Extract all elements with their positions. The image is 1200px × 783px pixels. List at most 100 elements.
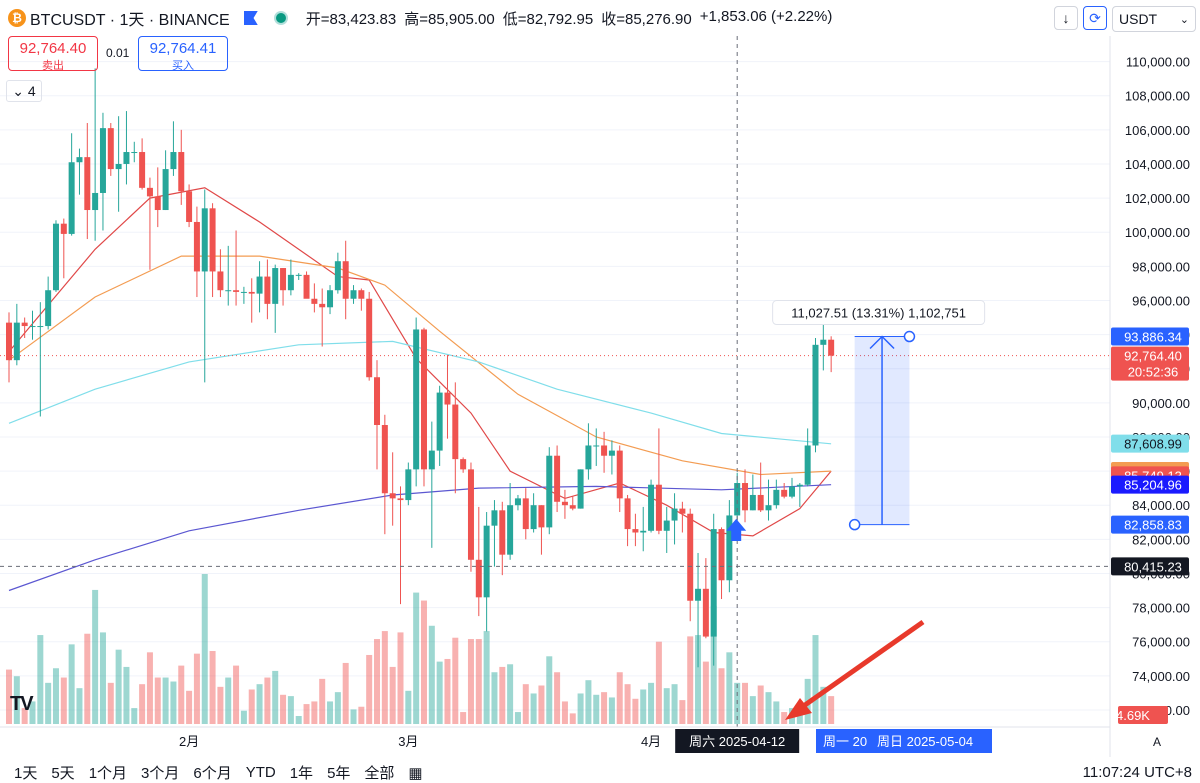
candle-body[interactable] bbox=[225, 290, 232, 292]
candle-body[interactable] bbox=[702, 588, 709, 637]
candle-body[interactable] bbox=[295, 274, 302, 276]
candle-body[interactable] bbox=[648, 484, 655, 531]
candle-body[interactable] bbox=[757, 494, 764, 511]
candle-body[interactable] bbox=[233, 290, 240, 292]
candle-body[interactable] bbox=[765, 505, 772, 511]
candle-body[interactable] bbox=[178, 152, 185, 192]
indicator-toggle[interactable]: ⌄ 4 bbox=[6, 80, 42, 102]
auto-button[interactable]: A bbox=[1152, 735, 1161, 749]
candle-body[interactable] bbox=[820, 339, 827, 345]
measure-handle[interactable] bbox=[848, 518, 861, 531]
candle-body[interactable] bbox=[828, 339, 835, 356]
candle-body[interactable] bbox=[84, 157, 91, 211]
candle-body[interactable] bbox=[374, 377, 381, 426]
candle-body[interactable] bbox=[632, 529, 639, 533]
candle-body[interactable] bbox=[640, 530, 647, 533]
candle-body[interactable] bbox=[389, 493, 396, 499]
candle-body[interactable] bbox=[671, 508, 678, 521]
candle-body[interactable] bbox=[201, 208, 208, 272]
candle-body[interactable] bbox=[99, 128, 106, 193]
candle-body[interactable] bbox=[444, 392, 451, 405]
candle-body[interactable] bbox=[554, 455, 561, 502]
candle-body[interactable] bbox=[789, 486, 795, 497]
candle-body[interactable] bbox=[420, 329, 427, 470]
candle-body[interactable] bbox=[569, 505, 576, 509]
candle-body[interactable] bbox=[272, 268, 279, 304]
candle-body[interactable] bbox=[710, 529, 717, 637]
candle-body[interactable] bbox=[209, 208, 216, 272]
candle-body[interactable] bbox=[695, 588, 702, 601]
range-button[interactable]: 全部 bbox=[364, 765, 395, 782]
candle-body[interactable] bbox=[92, 192, 99, 211]
calendar-icon[interactable]: ▦ bbox=[408, 764, 423, 782]
candle-body[interactable] bbox=[655, 484, 662, 531]
range-button[interactable]: 1个月 bbox=[88, 765, 128, 782]
candle-body[interactable] bbox=[561, 501, 568, 506]
tradingview-logo-icon[interactable]: TV bbox=[10, 693, 34, 715]
candle-body[interactable] bbox=[217, 271, 224, 291]
visibility-icon[interactable] bbox=[273, 11, 288, 25]
candle-body[interactable] bbox=[139, 152, 146, 188]
candle-body[interactable] bbox=[546, 455, 553, 528]
candle-body[interactable] bbox=[240, 291, 247, 293]
candle-body[interactable] bbox=[193, 221, 200, 272]
candle-body[interactable] bbox=[726, 515, 733, 581]
symbol-title[interactable]: BTCUSDT · 1天 · BINANCE bbox=[30, 12, 230, 29]
candle-body[interactable] bbox=[6, 322, 12, 361]
candle-body[interactable] bbox=[796, 484, 803, 487]
candle-body[interactable] bbox=[538, 505, 545, 528]
candle-body[interactable] bbox=[107, 128, 114, 170]
candle-body[interactable] bbox=[491, 510, 498, 526]
candle-body[interactable] bbox=[742, 483, 749, 511]
candle-body[interactable] bbox=[13, 322, 20, 361]
candle-body[interactable] bbox=[68, 162, 75, 234]
candle-body[interactable] bbox=[812, 344, 819, 446]
candle-body[interactable] bbox=[186, 191, 193, 222]
sell-button[interactable]: 92,764.40 卖出 bbox=[8, 36, 98, 72]
range-button[interactable]: 1年 bbox=[289, 765, 314, 782]
candle-body[interactable] bbox=[37, 326, 44, 328]
range-button[interactable]: 1天 bbox=[14, 765, 38, 782]
candle-body[interactable] bbox=[428, 450, 435, 470]
candle-body[interactable] bbox=[624, 498, 631, 530]
candle-body[interactable] bbox=[170, 152, 177, 170]
arrow-down-icon[interactable]: ↓ bbox=[1054, 6, 1078, 30]
candle-body[interactable] bbox=[327, 290, 334, 308]
candle-body[interactable] bbox=[718, 529, 725, 581]
range-button[interactable]: YTD bbox=[245, 764, 276, 781]
candle-body[interactable] bbox=[123, 152, 130, 164]
candle-body[interactable] bbox=[52, 223, 59, 291]
candle-body[interactable] bbox=[804, 445, 811, 485]
flag-icon[interactable] bbox=[243, 11, 258, 25]
candle-body[interactable] bbox=[577, 469, 584, 509]
candle-body[interactable] bbox=[467, 469, 474, 560]
candle-body[interactable] bbox=[381, 425, 388, 494]
candle-body[interactable] bbox=[162, 169, 169, 211]
currency-select[interactable]: USDT ⌄ bbox=[1112, 6, 1196, 32]
candle-body[interactable] bbox=[475, 559, 482, 598]
candle-body[interactable] bbox=[146, 187, 153, 197]
candle-body[interactable] bbox=[679, 508, 686, 514]
candle-body[interactable] bbox=[311, 298, 318, 304]
candle-body[interactable] bbox=[499, 510, 506, 555]
candle-body[interactable] bbox=[514, 498, 521, 506]
candle-body[interactable] bbox=[413, 329, 420, 470]
candle-body[interactable] bbox=[29, 326, 36, 328]
candle-body[interactable] bbox=[601, 445, 608, 456]
candle-body[interactable] bbox=[749, 494, 756, 511]
candle-body[interactable] bbox=[45, 290, 52, 327]
candle-body[interactable] bbox=[405, 469, 412, 501]
auto-scale-icon[interactable]: ⟳ bbox=[1083, 6, 1107, 30]
candle-body[interactable] bbox=[342, 261, 349, 299]
candle-body[interactable] bbox=[734, 483, 741, 516]
candle-body[interactable] bbox=[319, 303, 326, 308]
candle-body[interactable] bbox=[154, 196, 161, 211]
candle-body[interactable] bbox=[303, 274, 310, 299]
candle-body[interactable] bbox=[616, 450, 623, 499]
candle-body[interactable] bbox=[115, 163, 122, 170]
candle-body[interactable] bbox=[436, 392, 443, 451]
candle-body[interactable] bbox=[21, 322, 28, 327]
candle-body[interactable] bbox=[507, 505, 514, 555]
